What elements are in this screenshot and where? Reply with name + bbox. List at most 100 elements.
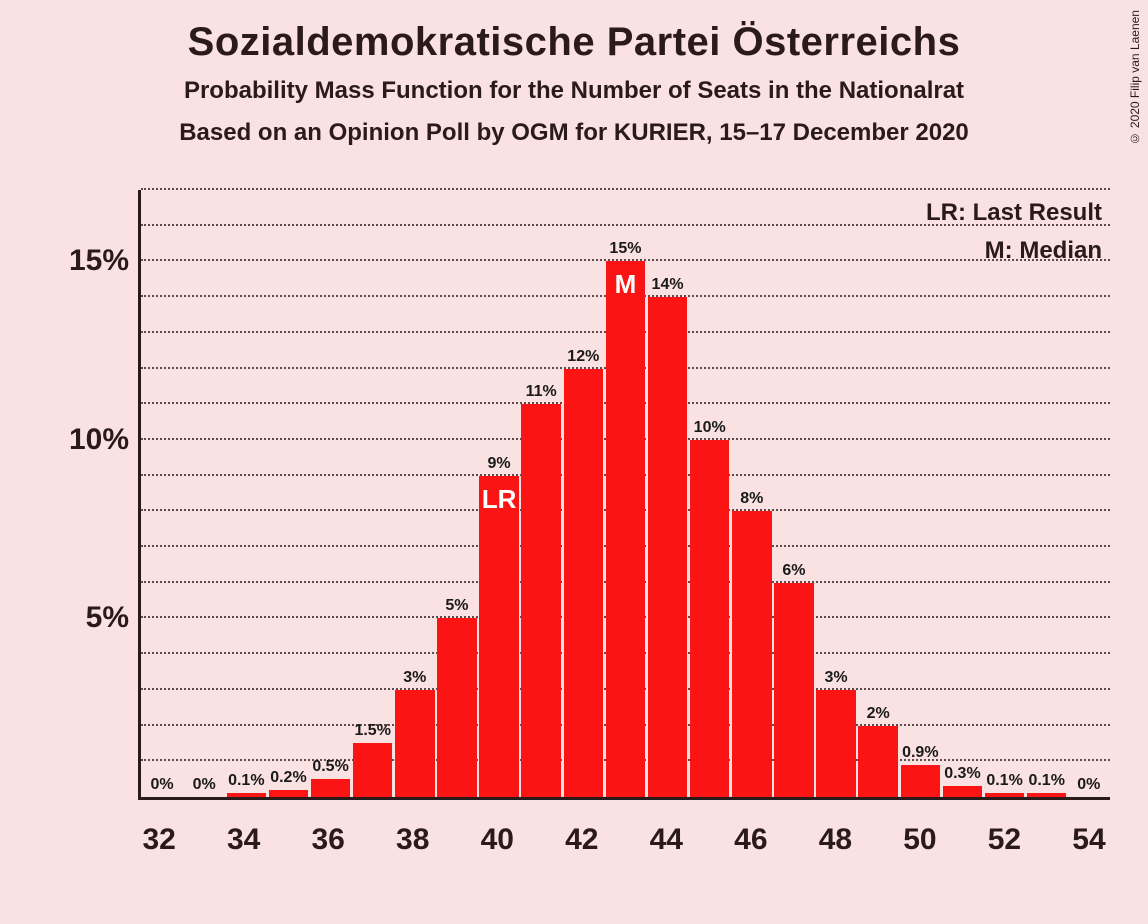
bar: 9%LR — [479, 476, 519, 797]
bar-value-label: 6% — [782, 562, 805, 580]
bar-slot: 5% — [436, 190, 478, 797]
y-tick-label: 10% — [69, 423, 129, 457]
bar: 1.5% — [353, 743, 393, 797]
x-tick-label — [857, 805, 899, 865]
bar: 3% — [816, 690, 856, 797]
copyright-text: © 2020 Filip van Laenen — [1128, 10, 1142, 145]
bar-value-label: 15% — [609, 240, 641, 258]
x-tick-label: 50 — [899, 805, 941, 865]
x-tick-label — [1026, 805, 1068, 865]
x-tick-label — [518, 805, 560, 865]
bar-value-label: 0.5% — [312, 758, 348, 776]
x-axis: 323436384042444648505254 — [138, 805, 1110, 865]
bar: 0.1% — [1027, 793, 1067, 797]
y-tick-label: 15% — [69, 244, 129, 278]
bar: 3% — [395, 690, 435, 797]
bar: 8% — [732, 511, 772, 797]
chart-subtitle-2: Based on an Opinion Poll by OGM for KURI… — [0, 119, 1148, 147]
bar-slot: 0.9% — [899, 190, 941, 797]
bar-value-label: 0.1% — [1028, 772, 1064, 790]
bar-slot: 0% — [183, 190, 225, 797]
bar: 2% — [858, 726, 898, 797]
bar-value-label: 0.1% — [228, 772, 264, 790]
bar: 0.1% — [985, 793, 1025, 797]
x-tick-label: 46 — [730, 805, 772, 865]
bar: 0.1% — [227, 793, 267, 797]
bar-value-label: 12% — [567, 348, 599, 366]
bar-slot: 3% — [394, 190, 436, 797]
last-result-marker: LR — [482, 484, 517, 515]
bar-value-label: 0.9% — [902, 744, 938, 762]
bar-slot: 0% — [141, 190, 183, 797]
bar-value-label: 3% — [403, 669, 426, 687]
x-tick-label — [941, 805, 983, 865]
bar-slot: 8% — [731, 190, 773, 797]
bar-slot: 0.5% — [310, 190, 352, 797]
bar-value-label: 0.3% — [944, 765, 980, 783]
x-tick-label — [772, 805, 814, 865]
bar-value-label: 0% — [193, 776, 216, 794]
bar-slot: 0.2% — [267, 190, 309, 797]
bar-slot: 0.3% — [941, 190, 983, 797]
bar-slot: 0.1% — [984, 190, 1026, 797]
x-tick-label: 34 — [223, 805, 265, 865]
bar: 15%M — [606, 261, 646, 797]
bar-slot: 2% — [857, 190, 899, 797]
bar-slot: 6% — [773, 190, 815, 797]
x-tick-label: 32 — [138, 805, 180, 865]
bar-slot: 0.1% — [225, 190, 267, 797]
bar: 0.2% — [269, 790, 309, 797]
bar-value-label: 5% — [445, 597, 468, 615]
bar-value-label: 0% — [1077, 776, 1100, 794]
bar-value-label: 0.1% — [986, 772, 1022, 790]
bar-value-label: 14% — [652, 276, 684, 294]
bar: 14% — [648, 297, 688, 797]
x-tick-label — [265, 805, 307, 865]
bar-slot: 15% M — [604, 190, 646, 797]
plot-area: LR: Last Result M: Median 0%0%0.1%0.2%0.… — [138, 190, 1110, 800]
bar-value-label: 3% — [825, 669, 848, 687]
bar-slot: 14% — [647, 190, 689, 797]
bar: 0.3% — [943, 786, 983, 797]
x-tick-label: 54 — [1068, 805, 1110, 865]
bar-slot: 0.1% — [1026, 190, 1068, 797]
bar-value-label: 9% — [488, 455, 511, 473]
bar-value-label: 8% — [740, 490, 763, 508]
x-tick-label: 40 — [476, 805, 518, 865]
bar: 11% — [521, 404, 561, 797]
bar-slot: 3% — [815, 190, 857, 797]
bar: 5% — [437, 618, 477, 797]
x-tick-label: 48 — [814, 805, 856, 865]
bar: 0.9% — [901, 765, 941, 797]
x-tick-label: 44 — [645, 805, 687, 865]
bar-value-label: 0.2% — [270, 769, 306, 787]
bar-value-label: 1.5% — [354, 722, 390, 740]
bar: 12% — [564, 369, 604, 797]
bar-value-label: 2% — [867, 705, 890, 723]
bar-slot: 12% — [562, 190, 604, 797]
bars-group: 0%0%0.1%0.2%0.5%1.5%3%5%9%LR11%12%15%M14… — [141, 190, 1110, 797]
bar-slot: 9% LR — [478, 190, 520, 797]
chart-subtitle-1: Probability Mass Function for the Number… — [0, 77, 1148, 105]
x-tick-label — [687, 805, 729, 865]
bar: 6% — [774, 583, 814, 797]
x-tick-label: 52 — [983, 805, 1025, 865]
bar-slot: 0% — [1068, 190, 1110, 797]
x-tick-label: 42 — [561, 805, 603, 865]
bar-value-label: 10% — [694, 419, 726, 437]
bar-value-label: 11% — [526, 383, 557, 401]
bar-slot: 10% — [689, 190, 731, 797]
bar: 0.5% — [311, 779, 351, 797]
bar-slot: 1.5% — [352, 190, 394, 797]
bar: 10% — [690, 440, 730, 797]
bar-value-label: 0% — [151, 776, 174, 794]
x-tick-label — [180, 805, 222, 865]
x-tick-label: 36 — [307, 805, 349, 865]
chart-title: Sozialdemokratische Partei Österreichs — [0, 0, 1148, 65]
bar-slot: 11% — [520, 190, 562, 797]
x-tick-label — [349, 805, 391, 865]
x-tick-label — [603, 805, 645, 865]
median-marker: M — [615, 269, 637, 300]
y-tick-label: 5% — [86, 601, 129, 635]
x-tick-label — [434, 805, 476, 865]
